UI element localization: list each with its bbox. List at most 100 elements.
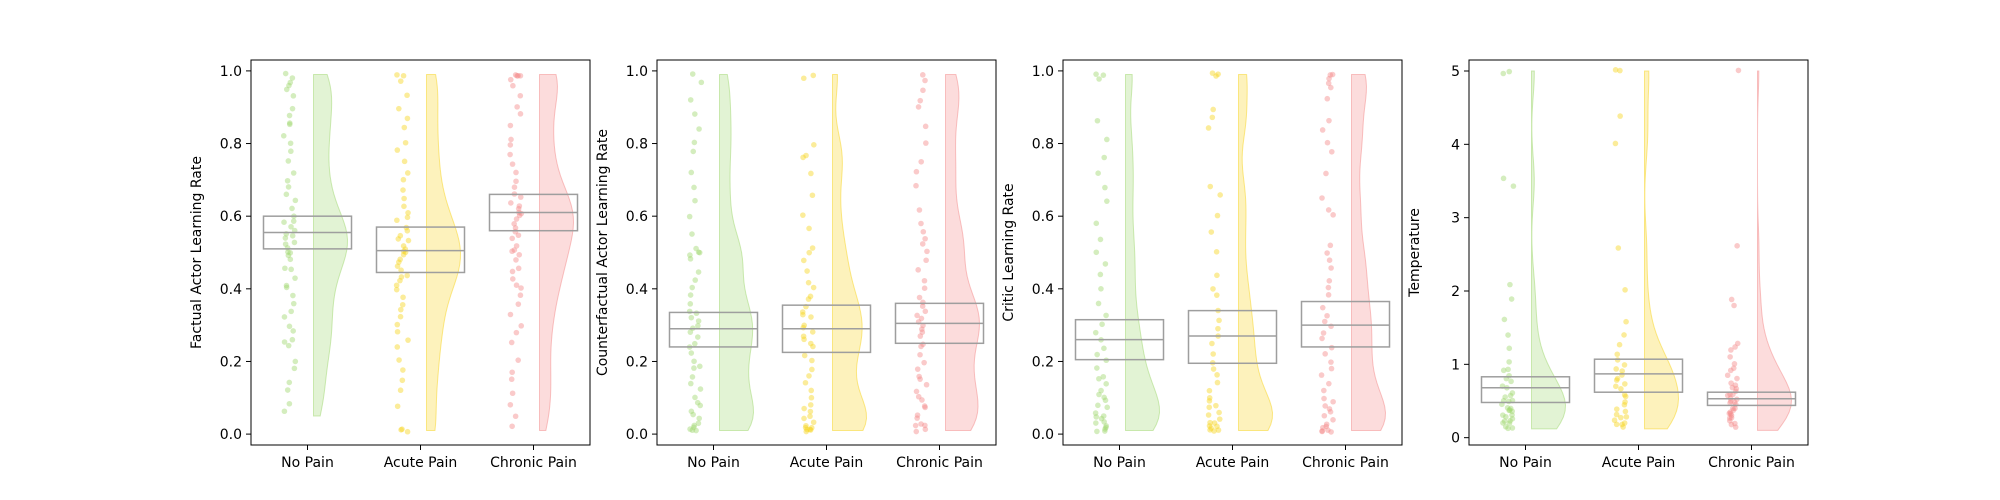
data-point bbox=[809, 366, 815, 373]
data-point bbox=[399, 426, 405, 432]
data-point bbox=[1623, 318, 1629, 325]
data-point bbox=[916, 373, 922, 380]
data-point bbox=[918, 343, 924, 350]
data-point bbox=[1098, 286, 1104, 292]
data-point bbox=[285, 184, 292, 190]
data-point bbox=[916, 294, 923, 301]
data-point bbox=[914, 312, 920, 319]
data-point bbox=[810, 343, 816, 350]
violin-cloud bbox=[1125, 74, 1161, 431]
x-tick-label: No Pain bbox=[687, 455, 740, 471]
data-point bbox=[695, 420, 702, 427]
data-point bbox=[1504, 405, 1511, 411]
data-point bbox=[287, 250, 294, 256]
data-point bbox=[1732, 344, 1738, 350]
data-point bbox=[287, 256, 294, 263]
data-point bbox=[290, 218, 297, 224]
data-point bbox=[290, 93, 297, 99]
data-point bbox=[513, 169, 519, 176]
data-point bbox=[398, 427, 404, 433]
data-point bbox=[509, 248, 515, 255]
data-point bbox=[405, 237, 412, 244]
data-point bbox=[1727, 400, 1733, 406]
data-point bbox=[1323, 421, 1330, 428]
x-tick-label: No Pain bbox=[1093, 455, 1146, 471]
data-point bbox=[1616, 341, 1623, 348]
data-point bbox=[508, 136, 514, 143]
data-point bbox=[515, 357, 521, 363]
data-point bbox=[396, 259, 402, 265]
data-point bbox=[1328, 148, 1335, 155]
data-point bbox=[1101, 394, 1107, 401]
data-point bbox=[1321, 395, 1327, 402]
x-tick-label: Acute Pain bbox=[790, 455, 864, 471]
data-point bbox=[1319, 304, 1326, 311]
data-point bbox=[923, 381, 930, 388]
y-axis-label: Counterfactual Actor Learning Rate bbox=[595, 129, 611, 376]
data-point bbox=[809, 192, 816, 199]
data-point bbox=[286, 112, 293, 119]
y-tick-label: 2 bbox=[1451, 284, 1460, 300]
data-point bbox=[1613, 406, 1620, 412]
data-point bbox=[807, 426, 813, 433]
data-point bbox=[1324, 139, 1331, 146]
data-point bbox=[802, 379, 809, 386]
data-point bbox=[513, 243, 520, 249]
data-point bbox=[285, 252, 292, 259]
data-point bbox=[282, 241, 289, 247]
data-point bbox=[400, 367, 406, 373]
violin-cloud bbox=[832, 74, 868, 431]
data-point bbox=[691, 358, 697, 365]
data-point bbox=[282, 235, 289, 241]
data-point bbox=[405, 337, 411, 343]
data-point bbox=[1100, 413, 1107, 419]
data-point bbox=[1732, 405, 1738, 412]
data-point bbox=[1207, 419, 1213, 426]
x-tick-label: Acute Pain bbox=[1196, 455, 1270, 471]
data-point bbox=[1094, 365, 1100, 371]
data-point bbox=[803, 422, 809, 429]
data-point bbox=[1318, 372, 1325, 378]
data-point bbox=[398, 274, 405, 280]
violin-cloud bbox=[539, 74, 575, 431]
data-point bbox=[1211, 428, 1217, 434]
data-point bbox=[807, 293, 814, 300]
data-point bbox=[1103, 312, 1109, 319]
violin-cloud bbox=[1644, 70, 1680, 430]
series-chronic-pain bbox=[1706, 67, 1797, 431]
data-point bbox=[1622, 287, 1628, 293]
data-point bbox=[690, 148, 697, 155]
series-chronic-pain bbox=[1300, 71, 1391, 435]
data-point bbox=[286, 379, 293, 386]
data-point bbox=[805, 296, 812, 302]
data-point bbox=[509, 369, 515, 376]
data-point bbox=[1324, 312, 1330, 319]
y-tick-label: 0.8 bbox=[1032, 137, 1054, 153]
data-point bbox=[800, 75, 807, 82]
series-no-pain bbox=[668, 71, 759, 434]
data-point bbox=[687, 426, 693, 432]
x-tick-label: Chronic Pain bbox=[490, 455, 577, 471]
y-tick-label: 0.0 bbox=[220, 427, 242, 443]
data-point bbox=[1732, 424, 1739, 430]
data-point bbox=[397, 306, 404, 313]
data-point bbox=[1104, 404, 1111, 411]
data-point bbox=[1102, 428, 1108, 434]
data-point bbox=[1614, 351, 1621, 358]
data-point bbox=[1215, 71, 1221, 77]
x-tick-label: Acute Pain bbox=[384, 455, 458, 471]
data-point bbox=[1507, 281, 1513, 288]
subplot-1: 0.0 0.2 0.4 0.6 0.8 1.0 No Pain Acute Pain Chron… bbox=[189, 59, 591, 471]
y-tick-label: 5 bbox=[1451, 64, 1460, 80]
data-point bbox=[924, 248, 930, 255]
data-point bbox=[1210, 106, 1216, 113]
data-point bbox=[1319, 195, 1325, 201]
data-point bbox=[1325, 207, 1332, 213]
x-tick-label: Chronic Pain bbox=[896, 455, 983, 471]
data-point bbox=[691, 422, 698, 429]
data-point bbox=[800, 154, 806, 161]
data-point bbox=[1505, 332, 1511, 338]
data-point bbox=[806, 249, 813, 256]
data-point bbox=[1730, 407, 1737, 413]
data-point bbox=[920, 87, 926, 94]
